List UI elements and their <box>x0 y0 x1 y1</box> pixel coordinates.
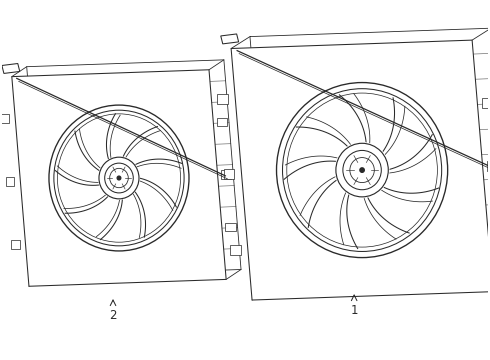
Polygon shape <box>217 94 228 104</box>
Ellipse shape <box>335 142 390 198</box>
Text: 1: 1 <box>350 304 358 317</box>
Ellipse shape <box>360 168 364 172</box>
Polygon shape <box>2 63 20 73</box>
Ellipse shape <box>98 156 140 200</box>
Polygon shape <box>482 98 490 108</box>
Polygon shape <box>217 118 227 126</box>
Ellipse shape <box>117 176 121 180</box>
Polygon shape <box>225 223 236 231</box>
Ellipse shape <box>343 150 381 190</box>
Polygon shape <box>230 245 241 255</box>
Ellipse shape <box>105 163 133 193</box>
Polygon shape <box>231 40 490 300</box>
Polygon shape <box>5 177 15 186</box>
Polygon shape <box>487 161 490 171</box>
Polygon shape <box>0 114 9 123</box>
Text: 2: 2 <box>109 309 117 322</box>
Polygon shape <box>221 170 231 179</box>
Polygon shape <box>11 240 20 248</box>
Polygon shape <box>12 70 226 286</box>
Polygon shape <box>223 169 234 179</box>
Polygon shape <box>221 34 239 44</box>
